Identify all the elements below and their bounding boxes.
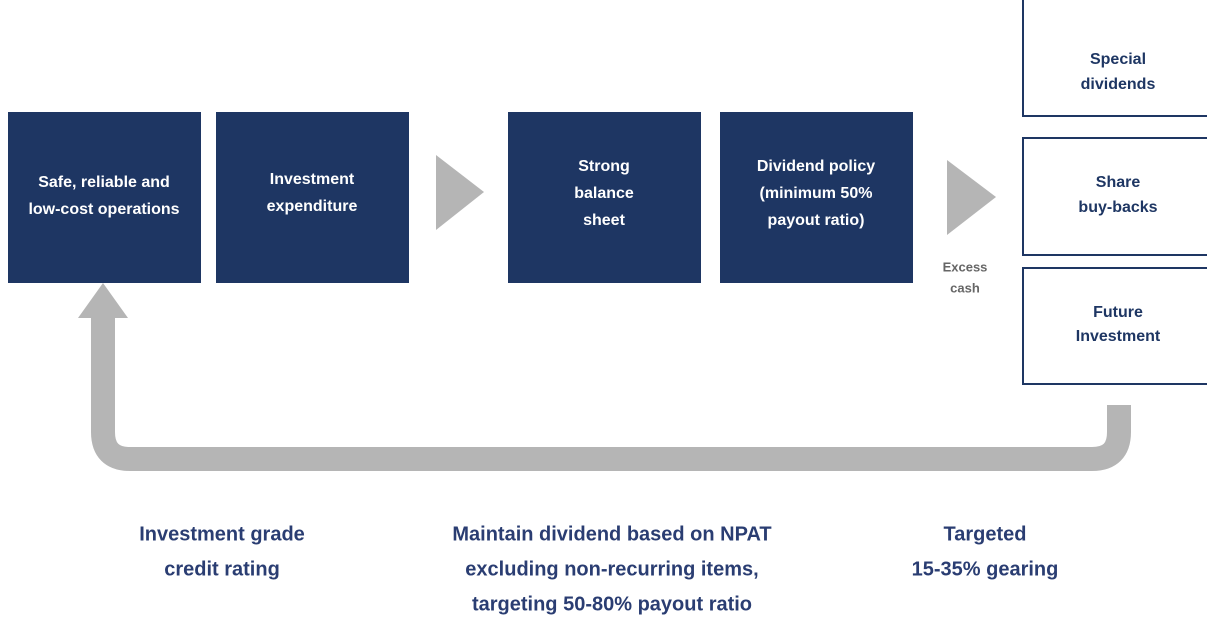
box-label: Dividend policy bbox=[757, 158, 875, 175]
outcome-box bbox=[1022, 0, 1207, 117]
excess-label: Excess bbox=[943, 259, 988, 274]
caption: Maintain dividend based on NPAT bbox=[452, 523, 771, 545]
outcome-label: Special bbox=[1090, 51, 1146, 68]
box-label: balance bbox=[574, 185, 634, 202]
outcome-label: Investment bbox=[1076, 328, 1161, 345]
box-label: sheet bbox=[583, 212, 625, 229]
box bbox=[216, 112, 409, 283]
loop-arrow-head bbox=[78, 283, 128, 318]
box-label: expenditure bbox=[267, 198, 358, 215]
outcome-label: Future bbox=[1093, 304, 1143, 321]
box-label: (minimum 50% bbox=[760, 185, 873, 202]
caption: Targeted bbox=[944, 523, 1027, 545]
box-label: Strong bbox=[578, 158, 630, 175]
outcome-label: buy-backs bbox=[1078, 199, 1157, 216]
box-label: Safe, reliable and bbox=[38, 174, 170, 191]
outcome-label: Share bbox=[1096, 174, 1141, 191]
box bbox=[720, 112, 913, 283]
arrow bbox=[947, 160, 996, 235]
caption: credit rating bbox=[164, 558, 280, 580]
box bbox=[508, 112, 701, 283]
box-label: Investment bbox=[270, 171, 355, 188]
outcome-label: dividends bbox=[1081, 76, 1156, 93]
caption: Investment grade bbox=[139, 523, 305, 545]
box-label: low-cost operations bbox=[28, 201, 179, 218]
excess-label: cash bbox=[950, 280, 980, 295]
outcome-box bbox=[1022, 267, 1207, 385]
arrow bbox=[436, 155, 484, 230]
box bbox=[8, 112, 201, 283]
caption: excluding non-recurring items, bbox=[465, 558, 758, 580]
caption: targeting 50-80% payout ratio bbox=[472, 593, 752, 615]
caption: 15-35% gearing bbox=[912, 558, 1059, 580]
loop-arrow bbox=[91, 314, 1131, 471]
outcome-box bbox=[1022, 137, 1207, 256]
box-label: payout ratio) bbox=[768, 212, 865, 229]
